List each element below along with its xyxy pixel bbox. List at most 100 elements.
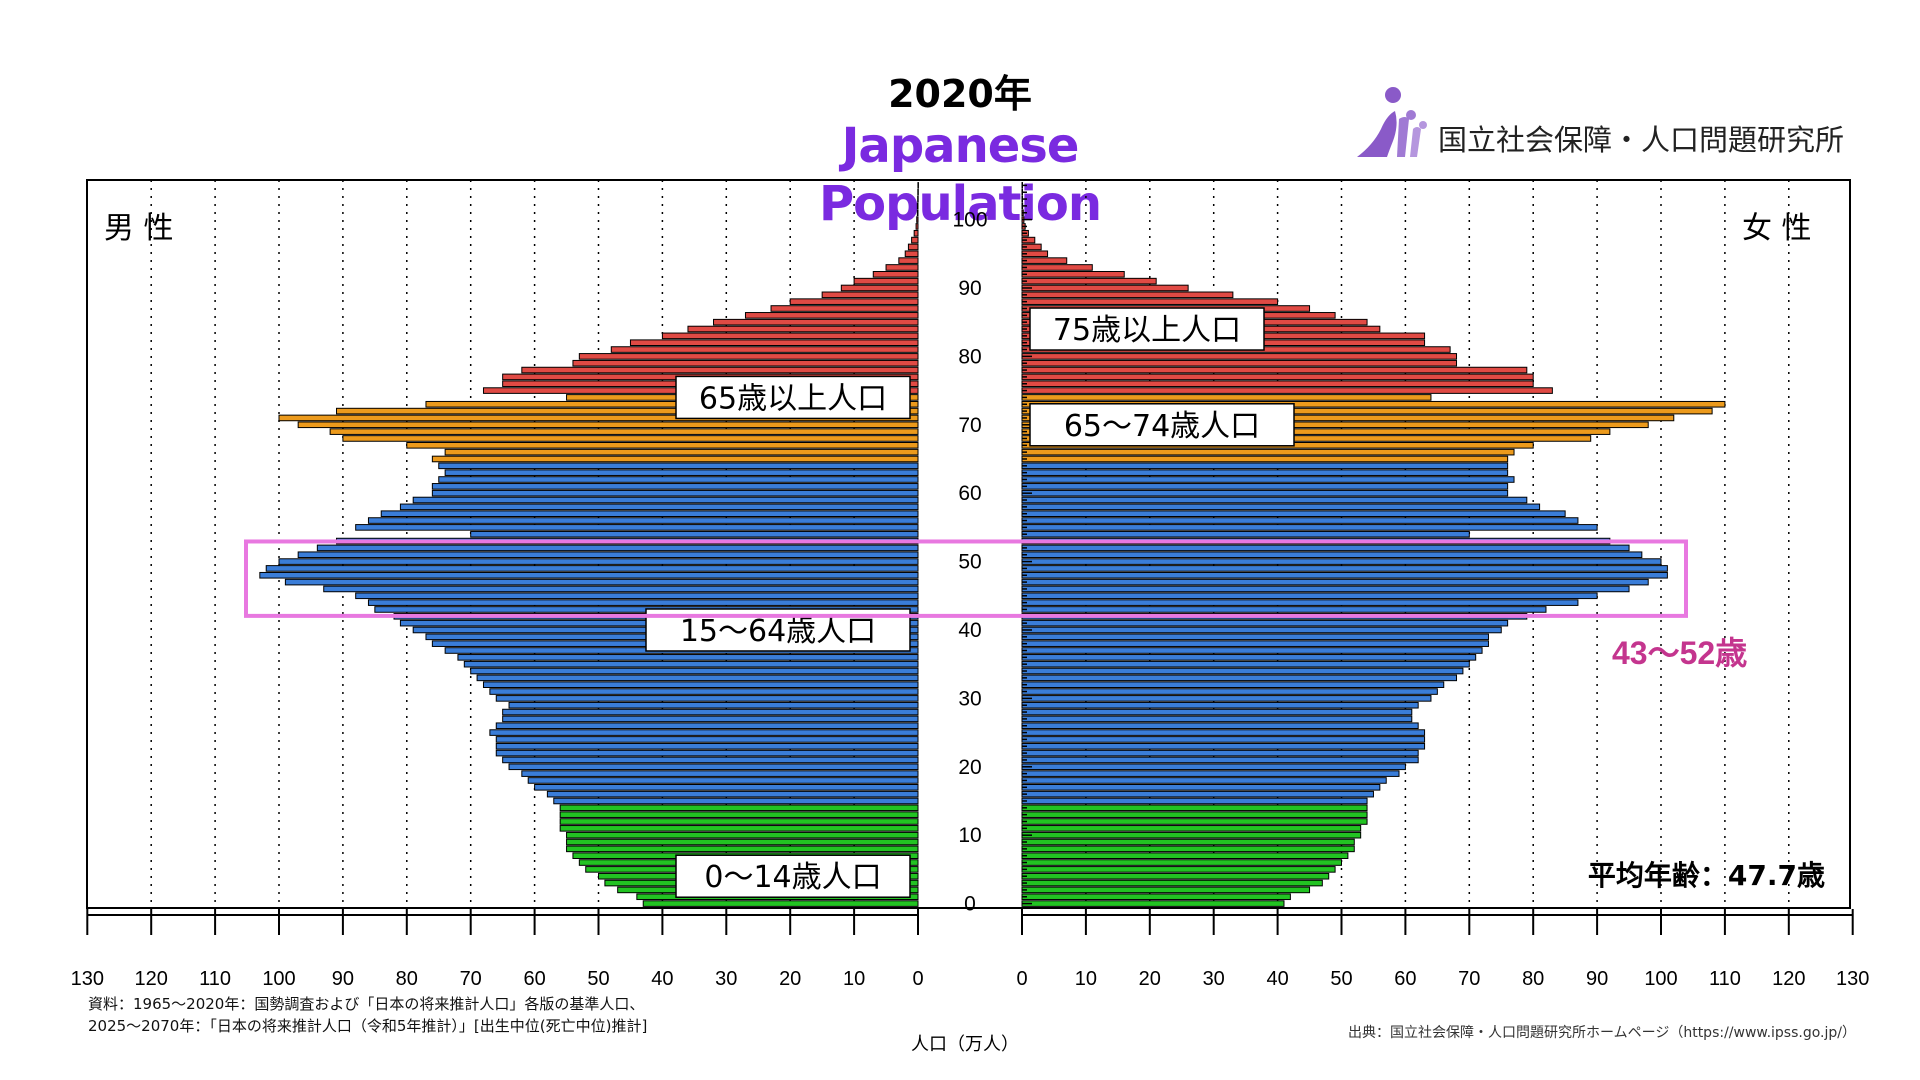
organization-name: 国立社会保障・人口問題研究所 [1438,123,1845,157]
female-x-tick-label: 100 [1644,968,1677,990]
female-bar-age-74 [1021,394,1432,401]
bars [259,182,1726,907]
female-x-tick-label: 20 [1139,968,1161,990]
ipss-logo-figure-icon [1353,85,1438,165]
age-tick-label: 10 [958,824,981,847]
female-bar-age-19 [1021,770,1400,777]
male-bar-age-57 [380,510,919,517]
male-x-tick-label: 90 [332,968,354,990]
male-x-tick-label: 120 [135,968,168,990]
male-bar-age-82 [629,339,919,346]
male-side-label: 男 性 [104,211,174,246]
female-bar-age-76 [1021,380,1534,388]
male-x-tick-label: 100 [262,968,295,990]
male-bar-age-26 [495,722,919,730]
male-bar-age-10 [566,831,919,839]
female-bar-age-91 [1021,277,1157,285]
male-bar-age-29 [508,701,919,709]
male-bar-age-99 [915,223,919,230]
female-bar-age-57 [1021,510,1566,517]
male-bar-age-102 [916,202,919,210]
male-bar-age-83 [661,332,919,340]
female-bar-age-33 [1021,674,1458,682]
female-bar-age-58 [1021,503,1541,511]
female-bar-age-66 [1021,448,1515,456]
male-bar-age-72 [336,407,919,415]
male-bar-age-45 [355,592,919,600]
group-label-box [675,854,911,898]
group-label: 75歳以上人口 [1053,313,1241,348]
male-bar-age-15 [553,797,919,805]
male-bar-age-101 [916,209,919,217]
male-bar-age-51 [297,551,919,559]
female-bar-age-49 [1021,565,1668,572]
male-bar-age-63 [444,469,919,476]
highlight-label: 43～52歳 [1612,635,1747,671]
age-tick-label: 90 [958,277,981,300]
group-label: 65～74歳人口 [1064,409,1260,444]
male-bar-age-21 [502,756,919,764]
female-bar-age-62 [1021,476,1515,483]
male-bar-age-33 [476,674,919,682]
male-bar-age-94 [898,257,919,264]
female-bar-age-14 [1021,804,1368,812]
male-bar-age-60 [431,489,919,497]
male-x-tick-label: 20 [779,968,801,990]
female-bar-age-34 [1021,667,1464,675]
female-bar-age-24 [1021,736,1426,743]
female-bar-age-80 [1021,353,1458,360]
age-tick-label: 50 [958,551,981,574]
source-note-line-1: 資料：1965～2020年：国勢調査および「日本の将来推計人口」各版の基準人口、 [88,995,645,1013]
female-bar-age-22 [1021,749,1419,757]
female-bar-age-41 [1021,619,1509,627]
male-x-tick-label: 70 [460,968,482,990]
female-x-tick-label: 40 [1266,968,1288,990]
male-bar-age-103 [917,195,919,203]
male-bar-age-47 [284,578,919,586]
male-bar-age-87 [770,305,919,312]
female-bar-age-51 [1021,551,1643,559]
female-bar-age-0 [1021,900,1285,907]
female-bar-age-88 [1021,298,1279,305]
female-bar-age-13 [1021,811,1368,818]
male-bar-age-85 [713,318,919,326]
female-bar-age-94 [1021,257,1068,264]
male-bar-age-59 [412,496,919,504]
male-bar-age-84 [687,325,919,333]
age-tick-label: 70 [958,414,981,437]
female-x-tick-label: 50 [1330,968,1352,990]
chart-title-year: 2020年 [888,72,1032,116]
female-bar-age-31 [1021,688,1438,695]
source-note: 資料：1965～2020年：国勢調査および「日本の将来推計人口」各版の基準人口、… [88,993,647,1037]
male-bar-age-69 [329,428,919,435]
male-bar-age-13 [559,811,919,818]
group-label: 65歳以上人口 [699,381,887,416]
female-bar-age-79 [1021,359,1458,367]
female-bar-age-90 [1021,284,1189,292]
female-bar-age-28 [1021,708,1413,716]
male-bar-age-89 [821,291,919,299]
female-bar-age-44 [1021,599,1579,606]
female-x-tick-label: 120 [1772,968,1805,990]
male-bar-age-46 [323,585,919,593]
female-bar-age-50 [1021,558,1662,565]
female-bar-age-63 [1021,469,1509,476]
source-note-line-2: 2025～2070年：「日本の将来推計人口（令和5年推計）」[出生中位(死亡中位… [88,1017,648,1035]
female-bar-age-35 [1021,660,1470,668]
female-bar-age-43 [1021,606,1547,613]
male-x-tick-label: 50 [587,968,609,990]
female-bar-age-10 [1021,831,1362,839]
average-age-annotation: 平均年齢：47.7歳 [1588,859,1825,892]
age-axis: 0 10 20 30 40 50 60 70 80 90 100 [952,184,1032,916]
female-bar-age-9 [1021,838,1355,846]
female-bar-age-16 [1021,790,1374,798]
male-bar-age-28 [502,708,919,716]
male-bar-age-58 [399,503,919,511]
female-bar-age-64 [1021,462,1509,470]
female-bar-age-52 [1021,544,1630,552]
male-bar-age-64 [438,462,919,470]
female-bar-age-7 [1021,852,1349,860]
female-bar-age-30 [1021,695,1432,702]
female-bar-age-46 [1021,585,1630,593]
age-tick-label: 30 [958,687,981,710]
